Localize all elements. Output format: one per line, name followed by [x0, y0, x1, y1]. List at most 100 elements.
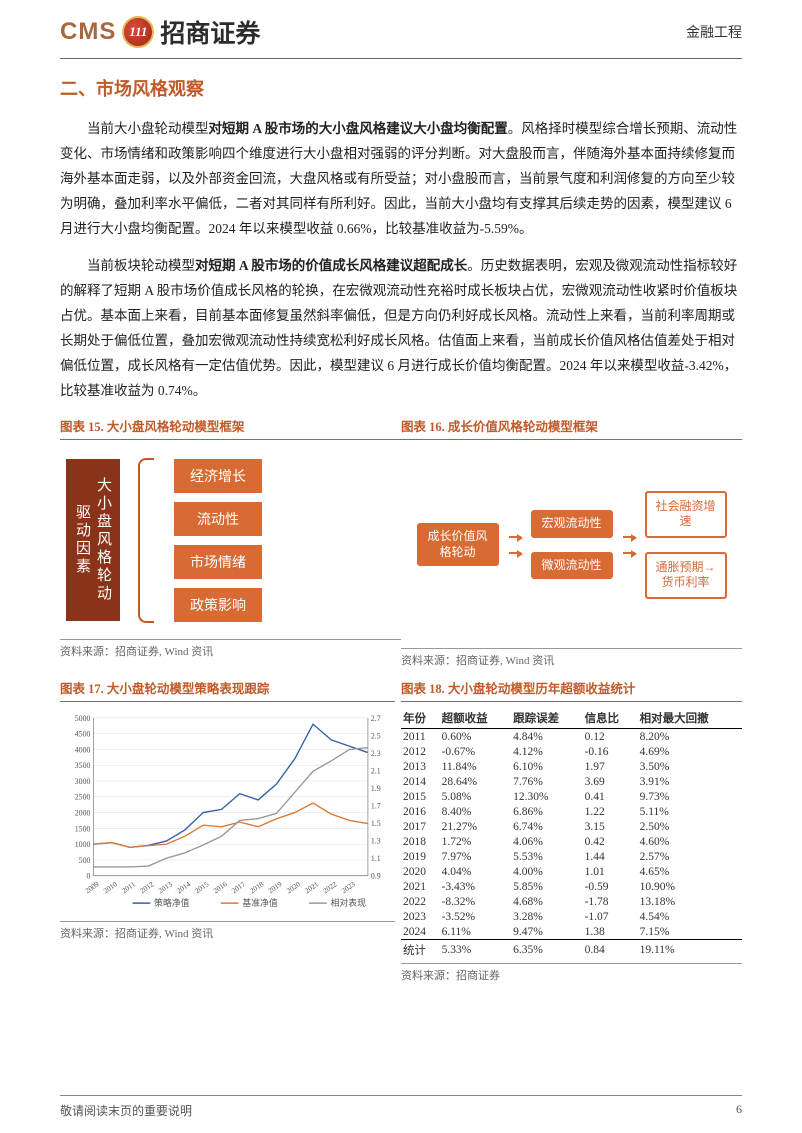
table-cell: 3.91% [638, 774, 742, 789]
svg-text:2021: 2021 [303, 879, 320, 895]
svg-text:1000: 1000 [75, 840, 91, 849]
table-cell: 0.42 [583, 834, 638, 849]
table-row: 2023-3.52%3.28%-1.074.54% [401, 909, 742, 924]
page-number: 6 [736, 1102, 742, 1119]
table-cell: 5.85% [511, 879, 582, 894]
table-cell: 0.60% [440, 729, 511, 745]
table-cell: 8.40% [440, 804, 511, 819]
table-cell: 4.60% [638, 834, 742, 849]
table-cell: 4.84% [511, 729, 582, 745]
chart15-source: 资料来源：招商证券, Wind 资讯 [60, 639, 401, 659]
svg-text:相对表现: 相对表现 [331, 897, 366, 908]
chart16-title: 图表 16. 成长价值风格轮动模型框架 [401, 416, 742, 440]
svg-text:2014: 2014 [175, 879, 192, 895]
table-cell: 4.12% [511, 744, 582, 759]
table-cell: -0.16 [583, 744, 638, 759]
table-row: 201721.27%6.74%3.152.50% [401, 819, 742, 834]
table18-title: 图表 18. 大小盘轮动模型历年超额收益统计 [401, 678, 742, 702]
chart15-title: 图表 15. 大小盘风格轮动模型框架 [60, 416, 401, 440]
logo-badge-icon: 111 [122, 16, 154, 48]
table-18: 年份超额收益跟踪误差信息比相对最大回撤 20110.60%4.84%0.128.… [401, 708, 742, 959]
factor-box: 市场情绪 [174, 545, 262, 579]
svg-text:2.5: 2.5 [371, 731, 381, 740]
table-cell: 4.54% [638, 909, 742, 924]
table-cell: 13.18% [638, 894, 742, 909]
svg-text:4500: 4500 [75, 730, 91, 739]
table-cell: 4.06% [511, 834, 582, 849]
table-row: 20181.72%4.06%0.424.60% [401, 834, 742, 849]
table-cell: 6.35% [511, 940, 582, 960]
arrow-icon [509, 536, 521, 538]
table-cell: 2011 [401, 729, 440, 745]
table-cell: 8.20% [638, 729, 742, 745]
table-row: 201311.84%6.10%1.973.50% [401, 759, 742, 774]
table-summary-row: 统计5.33%6.35%0.8419.11% [401, 940, 742, 960]
table-cell: 2016 [401, 804, 440, 819]
svg-text:2018: 2018 [248, 879, 265, 895]
table-cell: 3.28% [511, 909, 582, 924]
svg-text:5000: 5000 [75, 714, 91, 723]
table-cell: -1.78 [583, 894, 638, 909]
para2-rest: 。历史数据表明，宏观及微观流动性指标较好的解释了短期 A 股市场价值成长风格的轮… [60, 258, 737, 398]
chart16-source: 资料来源：招商证券, Wind 资讯 [401, 648, 742, 668]
table-cell: 6.11% [440, 924, 511, 940]
para1-bold: 对短期 A 股市场的大小盘风格建议大小盘均衡配置 [209, 121, 508, 136]
svg-text:2020: 2020 [285, 879, 302, 895]
table-row: 20155.08%12.30%0.419.73% [401, 789, 742, 804]
table-cell: 2020 [401, 864, 440, 879]
table-cell: 7.15% [638, 924, 742, 940]
header: CMS 111 招商证券 金融工程 [0, 0, 802, 58]
svg-text:1.9: 1.9 [371, 784, 381, 793]
svg-text:基准净值: 基准净值 [242, 897, 277, 908]
table-cell: 5.08% [440, 789, 511, 804]
table-cell: 2012 [401, 744, 440, 759]
table-column-header: 跟踪误差 [511, 708, 582, 729]
svg-text:2500: 2500 [75, 793, 91, 802]
svg-text:2.7: 2.7 [371, 714, 381, 723]
table-cell: 2024 [401, 924, 440, 940]
diagram-16: 成长价值风 格轮动 宏观流动性 微观流动性 社会融资增 速 通胀预期→ 货币利率 [401, 446, 742, 644]
table-cell: 3.15 [583, 819, 638, 834]
table-cell: -1.07 [583, 909, 638, 924]
factor-box: 流动性 [174, 502, 262, 536]
table-cell: 7.97% [440, 849, 511, 864]
para1-lead: 当前大小盘轮动模型 [87, 121, 209, 136]
table-cell: 0.41 [583, 789, 638, 804]
table-cell: 2.57% [638, 849, 742, 864]
svg-text:0.9: 0.9 [371, 872, 381, 881]
svg-text:500: 500 [79, 856, 91, 865]
table-cell: 2015 [401, 789, 440, 804]
table-row: 2012-0.67%4.12%-0.164.69% [401, 744, 742, 759]
table-cell: 2014 [401, 774, 440, 789]
table-cell: 10.90% [638, 879, 742, 894]
svg-text:2011: 2011 [120, 879, 137, 895]
para2-bold: 对短期 A 股市场的价值成长风格建议超配成长 [195, 258, 467, 273]
table-cell: 4.68% [511, 894, 582, 909]
doc-category: 金融工程 [686, 22, 742, 42]
table-cell: 4.00% [511, 864, 582, 879]
table-column-header: 超额收益 [440, 708, 511, 729]
table-cell: -3.52% [440, 909, 511, 924]
table18-source: 资料来源：招商证券 [401, 963, 742, 983]
svg-text:4000: 4000 [75, 745, 91, 754]
svg-text:1.3: 1.3 [371, 837, 381, 846]
table-cell: -0.67% [440, 744, 511, 759]
table-cell: 21.27% [440, 819, 511, 834]
table-cell: 12.30% [511, 789, 582, 804]
diagram15-root: 大小盘风格轮动驱动因素 [66, 459, 120, 621]
table-cell: 11.84% [440, 759, 511, 774]
svg-text:0: 0 [87, 872, 91, 881]
diagram16-leaf: 社会融资增 速 [645, 491, 727, 538]
table-cell: 1.22 [583, 804, 638, 819]
table-cell: 6.10% [511, 759, 582, 774]
factor-box: 政策影响 [174, 588, 262, 622]
svg-text:2010: 2010 [102, 879, 119, 895]
diagram16-leaf: 通胀预期→ 货币利率 [645, 552, 727, 599]
table-cell: 1.44 [583, 849, 638, 864]
table-cell: 5.11% [638, 804, 742, 819]
table-cell: 2017 [401, 819, 440, 834]
table-cell: 2.50% [638, 819, 742, 834]
svg-text:策略净值: 策略净值 [154, 897, 189, 908]
chart-17: 0500100015002000250030003500400045005000… [60, 708, 397, 913]
table-row: 20110.60%4.84%0.128.20% [401, 729, 742, 745]
